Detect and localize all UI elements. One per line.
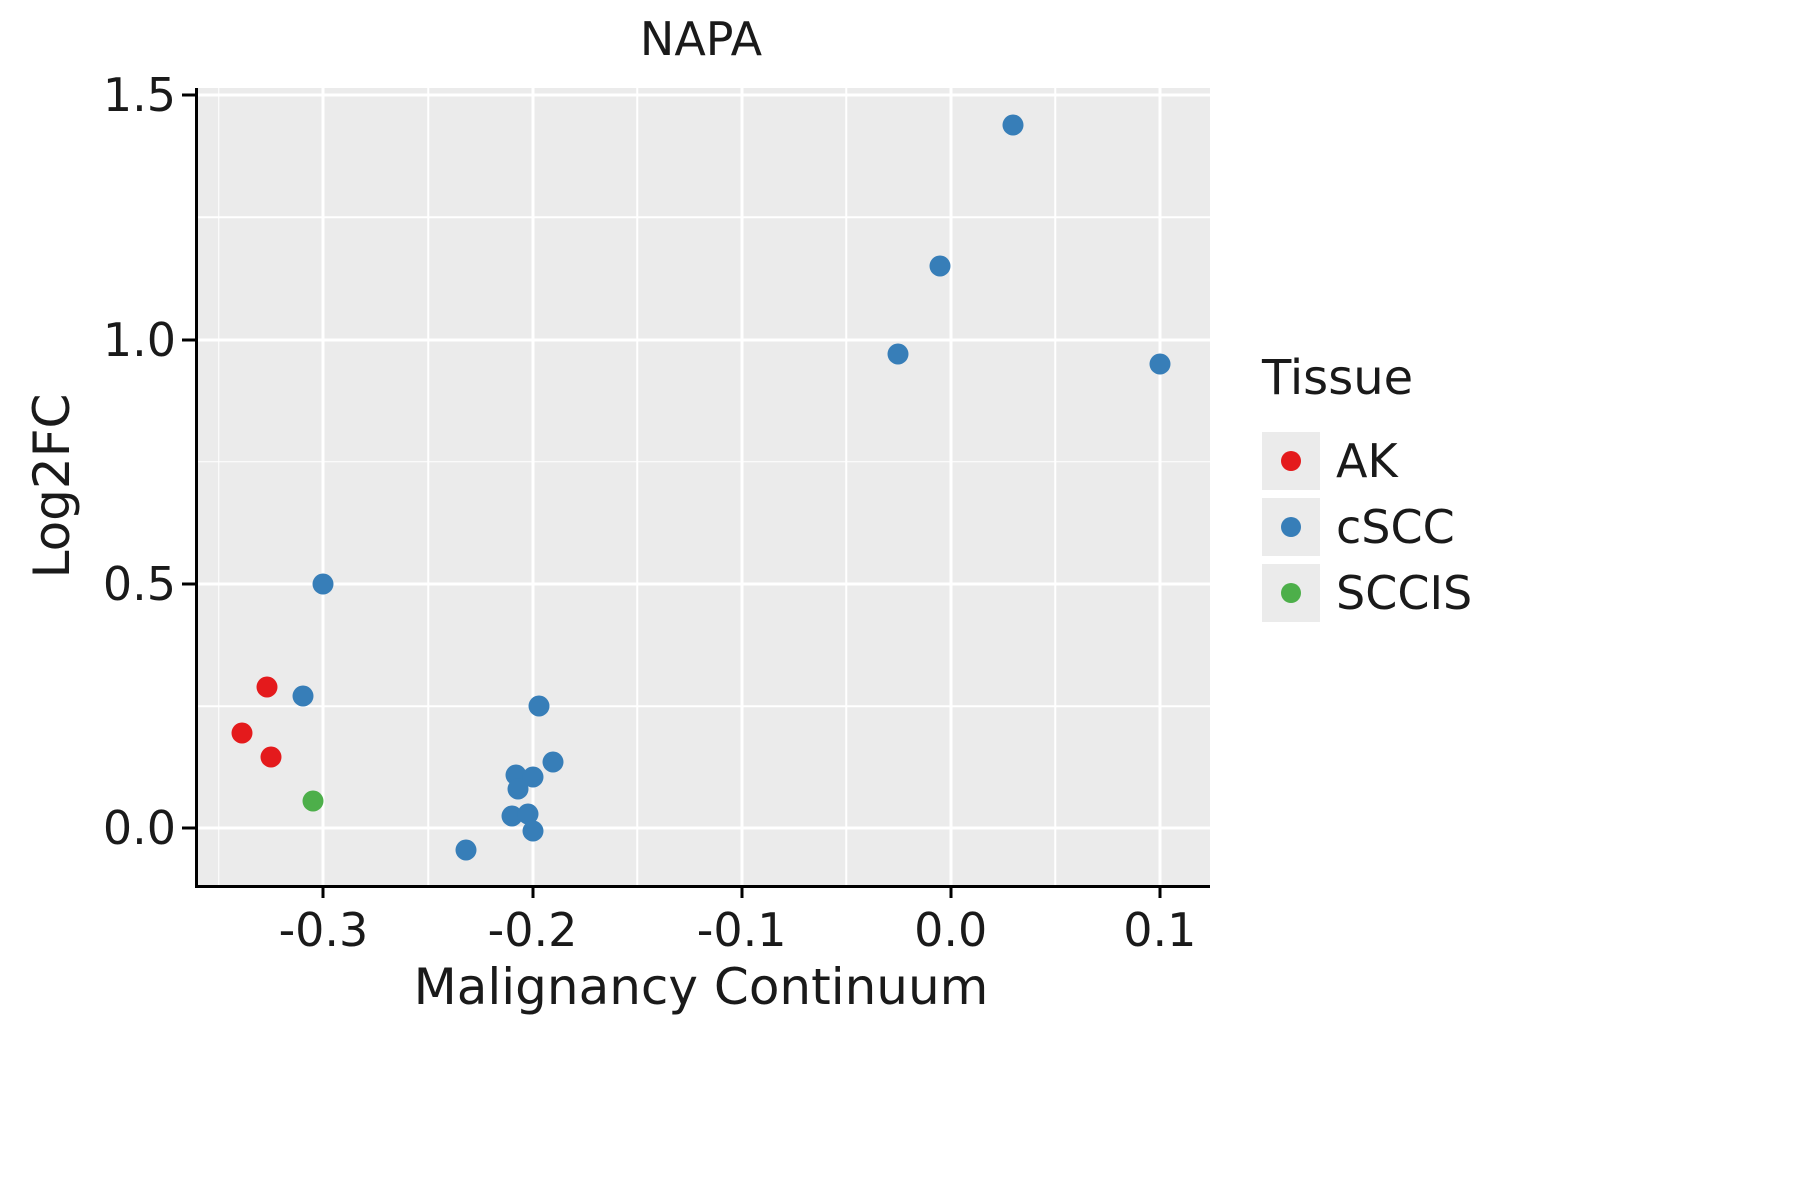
data-point-cscc (929, 255, 951, 277)
data-point-cscc (312, 573, 334, 595)
gridline-vertical-major (531, 88, 535, 885)
plot-area: -0.3 -0.2 -0.1 0.0 0.1 0.0 0.5 1.0 1.5 (103, 68, 1210, 957)
data-point-cscc (1002, 114, 1024, 136)
data-point-cscc (542, 751, 564, 773)
y-axis-tick (182, 338, 195, 342)
y-axis-tick (182, 826, 195, 830)
data-point-cscc (887, 343, 909, 365)
x-tick-label: -0.1 (696, 903, 787, 957)
y-tick-label: 0.5 (102, 556, 176, 611)
legend-item-cscc: cSCC (1262, 498, 1472, 556)
x-axis-tick (531, 885, 535, 898)
data-point-cscc (1149, 353, 1171, 375)
y-tick-label: 1.5 (102, 68, 176, 123)
data-point-cscc (528, 695, 550, 717)
legend-label: AK (1336, 434, 1398, 488)
x-axis-tick (949, 885, 953, 898)
gridline-horizontal-major (198, 582, 1210, 586)
gridline-vertical-minor (218, 88, 220, 885)
gridline-horizontal-major (198, 826, 1210, 830)
x-tick-label: -0.2 (487, 903, 578, 957)
legend-key (1262, 498, 1320, 556)
legend-item-ak: AK (1262, 432, 1472, 490)
legend-title: Tissue (1262, 350, 1414, 406)
gridline-horizontal-minor (198, 461, 1210, 463)
legend-key (1262, 564, 1320, 622)
data-point-cscc (522, 766, 544, 788)
x-axis-tick (321, 885, 325, 898)
gridline-vertical-minor (1054, 88, 1057, 885)
legend-key (1262, 432, 1320, 490)
y-tick-label: 1.0 (102, 312, 176, 367)
gridline-horizontal-minor (198, 216, 1210, 219)
data-point-cscc (501, 805, 523, 827)
x-axis-tick (1158, 885, 1162, 898)
gridline-vertical-major (949, 88, 953, 885)
data-point-cscc (517, 803, 539, 825)
gridline-horizontal-major (198, 93, 1210, 97)
gridline-vertical-minor (636, 88, 638, 885)
legend-swatch-ak-icon (1281, 451, 1301, 471)
chart-title: NAPA (639, 12, 763, 66)
x-tick-label: -0.3 (278, 903, 369, 957)
legend-label: SCCIS (1336, 566, 1473, 620)
legend-items: AK cSCC SCCIS (1262, 432, 1472, 622)
y-tick-label: 0.0 (102, 801, 176, 856)
legend-label: cSCC (1336, 500, 1455, 554)
gridline-horizontal-major (198, 338, 1210, 342)
gridline-vertical-minor (845, 88, 847, 885)
data-point-ak (231, 722, 253, 744)
data-point-ak (260, 746, 282, 768)
y-axis-tick (182, 582, 195, 586)
data-point-cscc (522, 820, 544, 842)
gridline-vertical-major (321, 88, 325, 885)
gridline-vertical-minor (427, 88, 429, 885)
legend-swatch-sccis-icon (1281, 583, 1301, 603)
data-point-cscc (455, 839, 477, 861)
x-axis-label: Malignancy Continuum (413, 958, 989, 1016)
y-axis-tick (182, 93, 195, 97)
legend-swatch-cscc-icon (1281, 517, 1301, 537)
data-point-cscc (507, 778, 529, 800)
x-tick-label: 0.0 (914, 903, 988, 957)
gridline-horizontal-minor (198, 705, 1210, 707)
x-tick-label: 0.1 (1123, 903, 1197, 957)
legend: Tissue AK cSCC SCCIS (1262, 350, 1472, 630)
legend-item-sccis: SCCIS (1262, 564, 1472, 622)
y-axis-label: Log2FC (23, 393, 81, 579)
data-point-sccis (302, 790, 324, 812)
x-axis-tick (740, 885, 744, 898)
gridline-vertical-major (1158, 88, 1162, 885)
data-point-ak (256, 676, 278, 698)
gridline-vertical-major (740, 88, 744, 885)
data-point-cscc (292, 685, 314, 707)
